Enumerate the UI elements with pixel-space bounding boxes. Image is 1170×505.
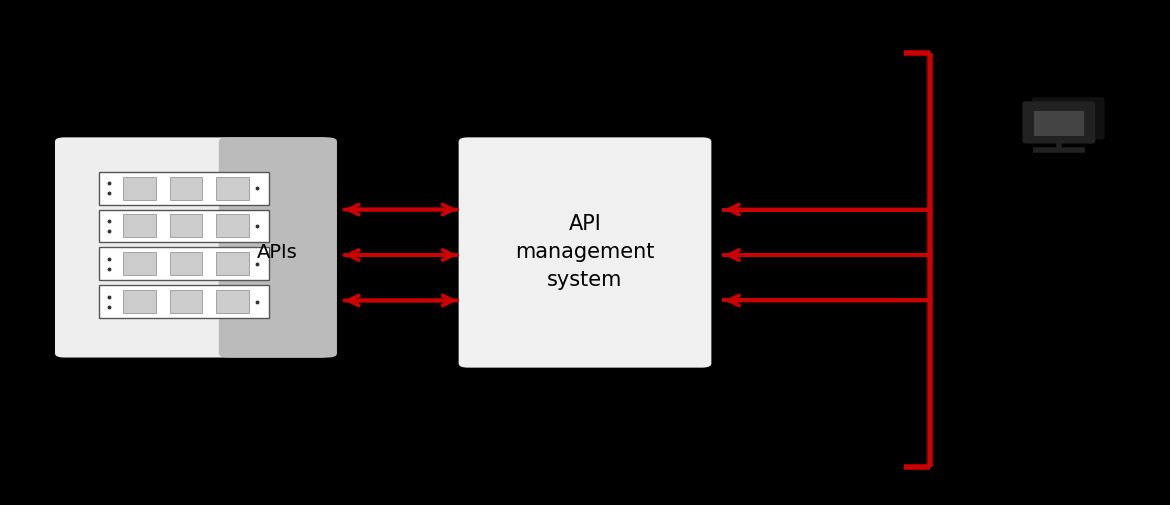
Bar: [170, 252, 202, 275]
FancyBboxPatch shape: [1023, 102, 1095, 143]
Bar: [170, 290, 202, 313]
Bar: [123, 215, 156, 237]
FancyBboxPatch shape: [1033, 98, 1104, 139]
FancyBboxPatch shape: [55, 137, 331, 358]
Bar: [1034, 111, 1085, 136]
FancyBboxPatch shape: [219, 137, 337, 358]
Bar: [123, 177, 156, 199]
Text: Backend systems: Backend systems: [96, 384, 267, 403]
Bar: [123, 252, 156, 275]
Bar: [216, 290, 249, 313]
Bar: [170, 177, 202, 199]
Bar: [99, 285, 269, 318]
FancyBboxPatch shape: [459, 137, 711, 368]
Bar: [216, 215, 249, 237]
Bar: [99, 210, 269, 242]
Text: API
management
system: API management system: [515, 215, 655, 290]
Bar: [99, 247, 269, 280]
Bar: [123, 290, 156, 313]
Bar: [99, 172, 269, 205]
Text: APIs: APIs: [257, 243, 297, 262]
Bar: [216, 177, 249, 199]
Bar: [170, 215, 202, 237]
Bar: [216, 252, 249, 275]
